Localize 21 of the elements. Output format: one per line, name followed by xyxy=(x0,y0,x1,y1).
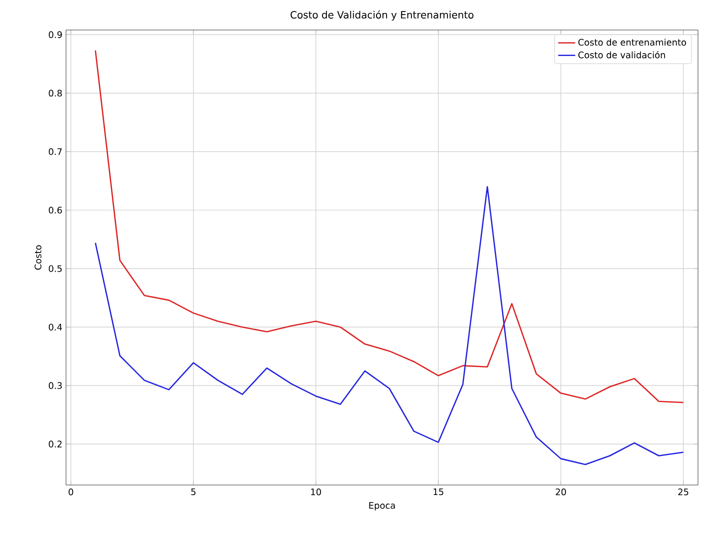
y-tick-label: 0.6 xyxy=(48,206,62,214)
y-axis-title: Costo xyxy=(34,245,42,270)
y-tick-label: 0.5 xyxy=(48,265,62,272)
line-series xyxy=(94,50,684,404)
legend-label: Costo de validación xyxy=(578,51,665,58)
y-tick-label: 0.2 xyxy=(48,440,62,448)
y-tick-label: 0.3 xyxy=(48,382,62,389)
x-axis-title: Epoca xyxy=(369,502,395,511)
x-tick-label: 15 xyxy=(434,488,444,496)
x-tick-label: 0 xyxy=(68,488,74,496)
y-tick-label: 0.9 xyxy=(48,31,62,38)
x-tick-label: 20 xyxy=(556,488,566,496)
x-tick-label: 10 xyxy=(311,488,321,496)
legend-label: Costo de entrenamiento xyxy=(578,38,686,46)
x-tick-label: 5 xyxy=(191,488,196,496)
chart-title: Costo de Validación y Entrenamiento xyxy=(290,10,474,21)
y-tick-label: 0.8 xyxy=(48,90,62,97)
y-tick-label: 0.7 xyxy=(48,148,62,156)
y-tick-label: 0.4 xyxy=(48,324,62,330)
line-series xyxy=(94,186,684,466)
x-tick-label: 25 xyxy=(678,488,688,496)
